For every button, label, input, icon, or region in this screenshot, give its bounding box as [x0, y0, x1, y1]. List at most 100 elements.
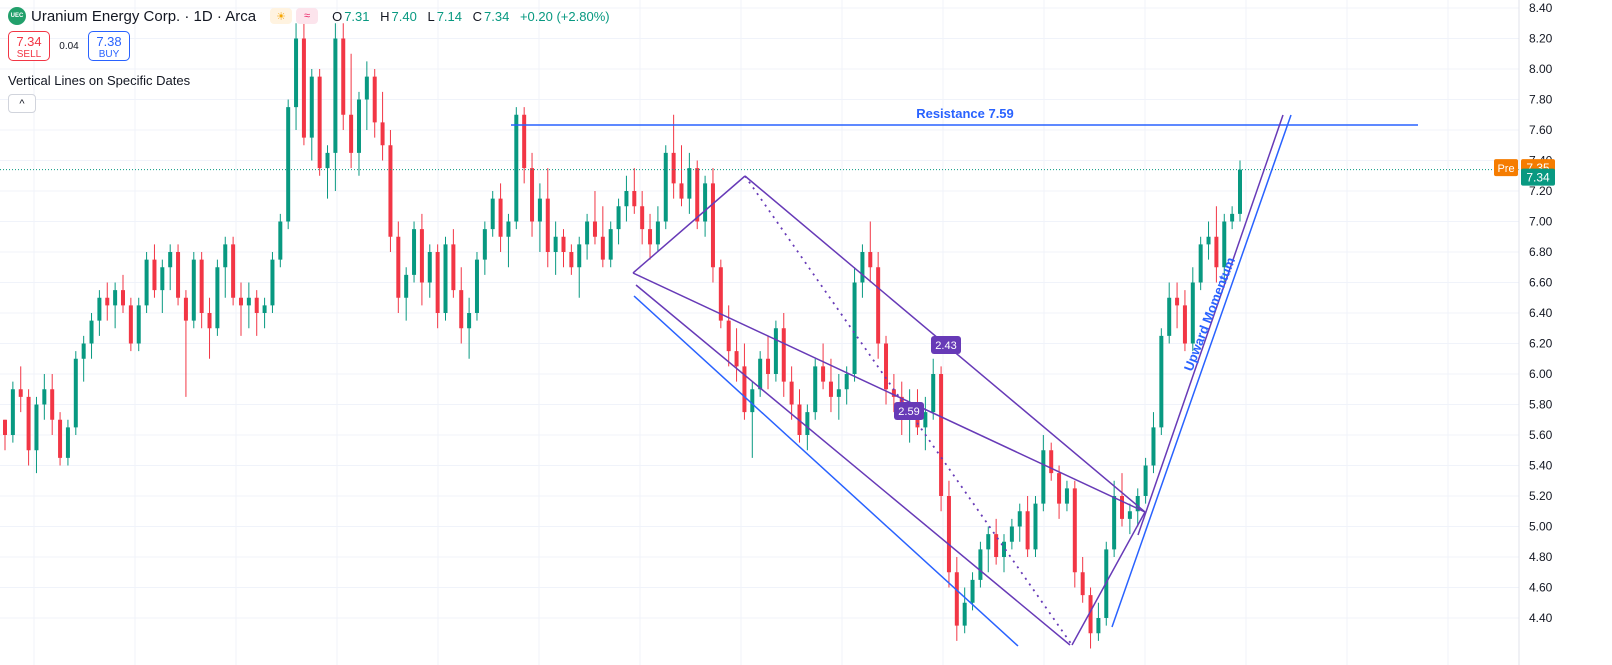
- candle: [592, 191, 597, 245]
- candle-body: [821, 366, 826, 382]
- buy-price: 7.38: [96, 34, 122, 49]
- candle-body: [1238, 169, 1242, 214]
- candle: [986, 526, 991, 573]
- candle-body: [168, 252, 173, 268]
- candle: [773, 320, 778, 382]
- candle: [215, 259, 220, 336]
- candle: [1057, 465, 1062, 519]
- candle: [18, 366, 23, 413]
- candle-body: [246, 297, 251, 306]
- ohlc-values: O 7.31 H 7.40 L 7.14 C 7.34 +0.20 (+2.80%): [332, 9, 612, 24]
- candle-body: [81, 343, 86, 359]
- candle: [65, 419, 70, 466]
- candle: [262, 297, 267, 329]
- candle: [1222, 213, 1227, 283]
- candle: [388, 130, 393, 252]
- candle: [144, 252, 149, 313]
- candle-body: [522, 114, 527, 169]
- candle: [120, 274, 125, 313]
- candle: [498, 183, 503, 252]
- candle-body: [388, 145, 393, 237]
- candle: [545, 168, 550, 268]
- buy-button[interactable]: 7.38 BUY: [88, 31, 130, 61]
- candle: [459, 267, 464, 344]
- sell-button[interactable]: 7.34 SELL: [8, 31, 50, 61]
- candle-body: [26, 396, 31, 451]
- candle-body: [946, 496, 951, 573]
- candle: [655, 206, 660, 252]
- candle: [577, 236, 582, 298]
- price-tick-label: 6.40: [1529, 306, 1553, 320]
- chevron-up-icon[interactable]: ^: [8, 94, 36, 113]
- candle-body: [42, 389, 47, 405]
- candle: [703, 175, 708, 237]
- candle: [687, 152, 692, 214]
- candle-body: [600, 236, 605, 260]
- candle-body: [380, 122, 385, 146]
- candle-body: [671, 152, 676, 184]
- candle: [474, 252, 479, 321]
- price-axis[interactable]: 4.40 4.60 4.80 5.00 5.20 5.40 5.60 5.80 6.00 6.20…: [1494, 0, 1555, 665]
- candle: [514, 107, 519, 230]
- price-tick-label: 5.00: [1529, 520, 1553, 534]
- candle-body: [1033, 503, 1038, 550]
- channel-dotted-line: [744, 175, 1073, 646]
- candle: [341, 23, 346, 130]
- candle-body: [1182, 305, 1187, 344]
- candle: [608, 221, 613, 268]
- sun-icon[interactable]: ☀: [270, 8, 293, 24]
- candle: [710, 168, 715, 283]
- candle: [1080, 557, 1085, 603]
- candle: [1214, 206, 1219, 283]
- candle: [868, 221, 873, 283]
- indicator-title[interactable]: Vertical Lines on Specific Dates: [8, 73, 191, 88]
- candle: [813, 358, 818, 420]
- candle-body: [750, 389, 755, 413]
- candle-body: [608, 229, 613, 260]
- candle: [97, 290, 102, 336]
- candle: [1017, 503, 1022, 542]
- candle-body: [317, 76, 322, 169]
- candle-body: [341, 38, 346, 115]
- momentum-label: Upward Momentum: [1181, 255, 1238, 373]
- candle-body: [1135, 496, 1140, 512]
- candle: [254, 290, 259, 336]
- candle: [356, 91, 361, 176]
- trade-panel: 7.34 SELL 0.04 7.38 BUY: [8, 31, 130, 61]
- candle-body: [545, 198, 550, 252]
- close-value: 7.34: [484, 8, 510, 24]
- symbol-title[interactable]: Uranium Energy Corp. · 1D · Arca: [31, 7, 257, 25]
- low-value: 7.14: [436, 8, 463, 24]
- price-tick-label: 5.60: [1529, 428, 1553, 442]
- candle-body: [616, 206, 621, 230]
- candle: [1198, 236, 1203, 291]
- channel-line-upper-left: [632, 175, 746, 274]
- candle: [836, 374, 841, 420]
- candle: [270, 252, 275, 313]
- candle-body: [1206, 236, 1211, 245]
- candle: [828, 358, 833, 413]
- last-price-tag: 7.34: [1521, 168, 1555, 186]
- wave-icon[interactable]: ≈: [296, 8, 319, 24]
- candle-body: [1017, 511, 1022, 527]
- annotation-label-b: 2.59: [894, 402, 924, 420]
- candle: [884, 335, 889, 405]
- candle: [301, 15, 306, 146]
- annotation-label-b-text: 2.59: [898, 406, 919, 418]
- candle: [931, 358, 936, 420]
- price-tick-label: 6.80: [1529, 245, 1553, 259]
- candle: [451, 229, 456, 298]
- candle-body: [128, 305, 133, 344]
- candle-body: [726, 320, 731, 352]
- candle-body: [1057, 473, 1062, 504]
- candle: [1159, 328, 1164, 435]
- candle-body: [1190, 282, 1195, 344]
- candle: [246, 282, 251, 329]
- candle-body: [199, 259, 204, 313]
- candle-body: [742, 366, 747, 413]
- pre-label-bg: [1494, 159, 1518, 177]
- candle-body: [231, 244, 236, 298]
- candle-body: [97, 297, 102, 321]
- candle-body: [994, 534, 999, 557]
